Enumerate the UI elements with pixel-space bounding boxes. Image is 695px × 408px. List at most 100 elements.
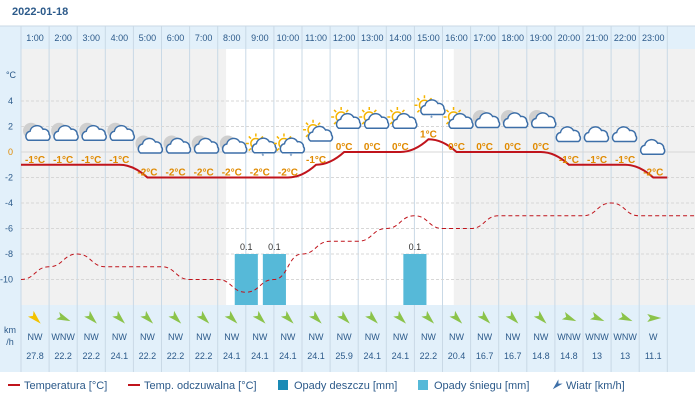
hour-label: 23:00 <box>642 33 665 43</box>
wind-speed-label: 22.2 <box>139 351 157 361</box>
sun-cloud-icon <box>387 107 418 129</box>
snow-bar <box>403 254 427 305</box>
wind-direction-label: NW <box>309 332 324 342</box>
wind-arrow-icon <box>252 310 266 324</box>
wind-arrow-icon <box>168 310 182 324</box>
svg-text:*: * <box>430 115 433 122</box>
hour-label: 14:00 <box>389 33 412 43</box>
wind-direction-label: NW <box>224 332 239 342</box>
moon-cloud-icon <box>79 122 107 141</box>
wind-speed-label: 22.2 <box>420 351 438 361</box>
temperature-label: 0°C <box>532 142 549 153</box>
wind-arrow-icon <box>449 310 463 324</box>
wind-arrow-icon <box>84 310 97 324</box>
y-tick-label: 0 <box>8 147 13 157</box>
wind-direction-label: NW <box>168 332 183 342</box>
y-tick-label: -10 <box>0 275 13 285</box>
wind-speed-label: 16.7 <box>504 351 522 361</box>
cloud-icon <box>611 126 638 143</box>
hour-label: 4:00 <box>111 33 129 43</box>
wind-arrow-icon <box>337 310 350 324</box>
wind-speed-label: 22.2 <box>54 351 72 361</box>
wind-arrow-icon <box>477 310 491 324</box>
hour-label: 3:00 <box>82 33 100 43</box>
y-tick-label: -2 <box>5 173 13 183</box>
temperature-label: 0°C <box>504 142 521 153</box>
wind-direction-label: NW <box>421 332 436 342</box>
wind-direction-label: W <box>649 332 658 342</box>
sun-cloud-icon <box>443 107 474 129</box>
temperature-label: -2°C <box>222 168 242 179</box>
sun-snow-cloud-icon: * <box>245 133 278 161</box>
wind-arrow-icon <box>421 310 435 324</box>
hour-label: 1:00 <box>26 33 44 43</box>
wind-arrow-icon <box>533 310 547 324</box>
temperature-label: 0°C <box>364 142 381 153</box>
svg-text:*: * <box>290 154 293 161</box>
wind-direction-label: NW <box>112 332 127 342</box>
date-title: 2022-01-18 <box>12 6 69 18</box>
wind-speed-label: 22.2 <box>167 351 185 361</box>
moon-cloud-icon <box>528 110 557 129</box>
wind-speed-label: 27.8 <box>26 351 44 361</box>
wind-speed-label: 24.1 <box>223 351 241 361</box>
wind-unit-label: /h <box>6 337 14 347</box>
temperature-label: 1°C <box>420 129 437 140</box>
temperature-label: 0°C <box>336 142 353 153</box>
hour-label: 13:00 <box>361 33 384 43</box>
wind-speed-label: 22.2 <box>195 351 213 361</box>
wind-arrow-icon <box>112 310 126 324</box>
temperature-label: -2°C <box>250 168 270 179</box>
hour-label: 6:00 <box>167 33 185 43</box>
wind-direction-label: NW <box>477 332 492 342</box>
temperature-label: 0°C <box>392 142 409 153</box>
wind-arrow-icon <box>27 310 41 324</box>
legend-feels-like-label: Temp. odczuwalna [°C] <box>144 380 257 392</box>
y-axis-band <box>0 26 21 372</box>
wind-direction-label: NW <box>84 332 99 342</box>
wind-speed-label: 13 <box>620 351 630 361</box>
wind-arrow-icon <box>618 311 633 322</box>
legend-wind-icon <box>552 379 563 390</box>
hour-label: 11:00 <box>305 33 327 43</box>
y-unit-label: °C <box>6 70 17 80</box>
wind-speed-label: 24.1 <box>307 351 325 361</box>
svg-text:*: * <box>261 154 264 161</box>
wind-direction-label: NW <box>28 332 43 342</box>
temperature-label: -1°C <box>25 155 45 166</box>
y-tick-label: -8 <box>5 249 13 259</box>
wind-arrow-icon <box>365 310 378 324</box>
hour-label: 2:00 <box>54 33 72 43</box>
moon-cloud-icon <box>500 110 529 129</box>
wind-arrow-icon <box>56 311 71 322</box>
temperature-label: -1°C <box>559 155 579 166</box>
sun-cloud-icon <box>331 107 362 129</box>
wind-speed-label: 24.1 <box>363 351 381 361</box>
wind-arrow-icon <box>224 310 238 324</box>
wind-direction-label: NW <box>280 332 295 342</box>
wind-direction-label: NW <box>449 332 464 342</box>
legend-snow-label: Opady śniegu [mm] <box>434 380 529 392</box>
hour-label: 8:00 <box>223 33 241 43</box>
hour-label: 9:00 <box>251 33 269 43</box>
hour-header-band <box>0 26 695 49</box>
moon-cloud-icon <box>107 122 136 141</box>
temperature-label: -1°C <box>109 155 129 166</box>
wind-speed-label: 24.1 <box>279 351 297 361</box>
wind-arrow-icon <box>280 310 294 324</box>
temperature-label: -1°C <box>81 155 101 166</box>
temperature-label: 0°C <box>476 142 493 153</box>
sun-snow-cloud-icon: * <box>273 133 306 161</box>
wind-speed-label: 16.7 <box>476 351 494 361</box>
temperature-line <box>21 138 668 179</box>
snow-bar-label: 0.1 <box>240 242 253 252</box>
hour-label: 20:00 <box>558 33 581 43</box>
wind-speed-label: 13 <box>592 351 602 361</box>
wind-direction-label: NW <box>365 332 380 342</box>
cloud-icon <box>583 126 610 143</box>
wind-direction-label: NW <box>533 332 548 342</box>
temperature-label: 0°C <box>448 142 465 153</box>
snow-bar-label: 0.1 <box>268 242 281 252</box>
wind-arrow-icon <box>308 310 322 324</box>
